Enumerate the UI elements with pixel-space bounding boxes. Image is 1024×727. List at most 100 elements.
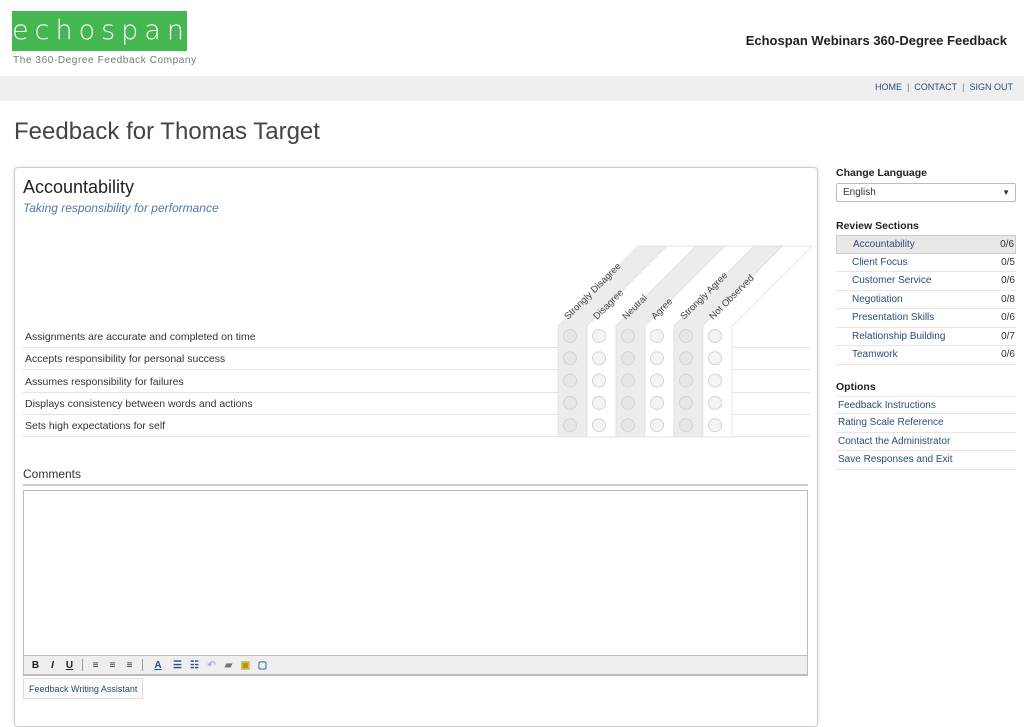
section-count: 0/6 [1001, 312, 1015, 323]
font-color-button[interactable]: A [154, 659, 162, 671]
top-nav: HOME | CONTACT | SIGN OUT [874, 82, 1013, 92]
rating-radio[interactable] [563, 373, 577, 388]
nav-bar [0, 76, 1024, 101]
review-section-item[interactable]: Customer Service 0/6 [836, 272, 1016, 291]
review-section-item[interactable]: Accountability 0/6 [836, 235, 1016, 254]
section-label: Accountability [853, 239, 915, 250]
question-row: Displays consistency between words and a… [23, 393, 810, 415]
align-right-icon[interactable]: ≡ [126, 659, 133, 671]
section-title: Accountability [23, 177, 135, 197]
options-label: Options [836, 380, 876, 393]
section-label: Relationship Building [852, 330, 946, 342]
language-select[interactable]: English ▼ [836, 183, 1016, 202]
section-subtitle: Taking responsibility for performance [23, 201, 219, 215]
comments-label: Comments [23, 467, 82, 481]
section-count: 0/5 [1001, 256, 1015, 268]
comments-editor[interactable] [23, 490, 808, 676]
rating-radio[interactable] [650, 351, 664, 366]
separator [82, 659, 83, 671]
nav-contact[interactable]: CONTACT [914, 82, 958, 92]
review-section-item[interactable]: Teamwork 0/6 [836, 346, 1016, 365]
review-section-item[interactable]: Client Focus 0/5 [836, 254, 1016, 272]
rating-radio[interactable] [650, 395, 664, 410]
rating-radio[interactable] [679, 418, 693, 433]
rating-radio[interactable] [708, 395, 722, 410]
rating-radio[interactable] [679, 329, 693, 343]
page-title: Feedback for Thomas Target [14, 118, 320, 145]
question-row: Sets high expectations for self [23, 415, 810, 438]
rating-radio[interactable] [563, 418, 577, 433]
rating-radio[interactable] [563, 329, 577, 343]
rating-radio[interactable] [650, 373, 664, 388]
rating-radio[interactable] [563, 395, 577, 410]
nav-home[interactable]: HOME [874, 82, 902, 92]
rating-radio[interactable] [592, 418, 606, 433]
rating-radio[interactable] [621, 418, 635, 433]
paste-icon[interactable]: ▣ [240, 659, 251, 671]
sidebar: Change Language English ▼ Review Sections… [836, 167, 1016, 470]
separator [142, 659, 143, 671]
rating-radio[interactable] [592, 329, 606, 343]
logo[interactable]: echospan [12, 11, 187, 51]
review-section-item[interactable]: Negotiation 0/8 [836, 291, 1016, 309]
bold-button[interactable]: B [31, 659, 40, 671]
rating-radio[interactable] [621, 329, 635, 343]
rating-radio[interactable] [679, 351, 693, 366]
chevron-down-icon: ▼ [1002, 188, 1010, 197]
print-icon[interactable]: ▰ [224, 659, 233, 671]
rating-radio[interactable] [708, 373, 722, 388]
rating-radio[interactable] [679, 395, 693, 410]
rating-radio[interactable] [592, 395, 606, 410]
language-label: Change Language [836, 167, 928, 179]
rating-radio[interactable] [679, 373, 693, 388]
rating-radio[interactable] [621, 395, 635, 410]
rating-radio[interactable] [708, 418, 722, 433]
italic-button[interactable]: I [51, 659, 54, 671]
section-label: Teamwork [852, 349, 898, 360]
rating-radio[interactable] [621, 373, 635, 388]
review-section-item[interactable]: Presentation Skills 0/6 [836, 309, 1016, 328]
divider [23, 484, 808, 486]
rating-radio[interactable] [708, 329, 722, 343]
section-label: Negotiation [852, 293, 903, 305]
section-count: 0/8 [1001, 293, 1015, 305]
rating-radio[interactable] [592, 373, 606, 388]
align-center-icon[interactable]: ≡ [109, 659, 116, 671]
rating-radio[interactable] [650, 418, 664, 433]
question-row: Assignments are accurate and completed o… [23, 326, 810, 348]
feedback-writing-assistant-button[interactable]: Feedback Writing Assistant [23, 678, 144, 699]
editor-toolbar: B I U ≡ ≡ ≡ A ☰ ☷ ↶ ▰ ▣ ▢ [23, 655, 808, 675]
rating-radio[interactable] [592, 351, 606, 366]
undo-icon[interactable]: ↶ [207, 659, 216, 671]
bullet-list-icon[interactable]: ☰ [173, 659, 182, 671]
rating-radio[interactable] [650, 329, 664, 343]
option-link[interactable]: Contact the Administrator [836, 433, 1016, 451]
option-link[interactable]: Feedback Instructions [836, 395, 1016, 414]
app-title: Echospan Webinars 360-Degree Feedback [745, 33, 1007, 48]
section-label: Presentation Skills [852, 312, 935, 323]
underline-button[interactable]: U [65, 659, 74, 671]
review-sections-label: Review Sections [836, 220, 919, 232]
section-label: Client Focus [852, 256, 908, 268]
section-count: 0/6 [1001, 349, 1015, 360]
nav-sign-out[interactable]: SIGN OUT [969, 82, 1013, 92]
align-left-icon[interactable]: ≡ [92, 659, 99, 671]
rating-radio[interactable] [563, 351, 577, 366]
rating-radio[interactable] [708, 351, 722, 366]
section-panel: Accountability Taking responsibility for… [14, 167, 818, 727]
tagline: The 360-Degree Feedback Company [13, 55, 197, 66]
section-count: 0/6 [1000, 239, 1014, 250]
rating-radio[interactable] [621, 351, 635, 366]
scale-column [702, 245, 813, 438]
option-link[interactable]: Rating Scale Reference [836, 414, 1016, 433]
language-value: English [843, 187, 876, 198]
review-section-item[interactable]: Relationship Building 0/7 [836, 328, 1016, 346]
spellcheck-icon[interactable]: ▢ [257, 659, 268, 671]
numbered-list-icon[interactable]: ☷ [190, 659, 199, 671]
section-count: 0/6 [1001, 275, 1015, 286]
section-count: 0/7 [1001, 330, 1015, 342]
option-link[interactable]: Save Responses and Exit [836, 451, 1016, 470]
section-label: Customer Service [852, 275, 932, 286]
question-row: Accepts responsibility for personal succ… [23, 348, 810, 371]
